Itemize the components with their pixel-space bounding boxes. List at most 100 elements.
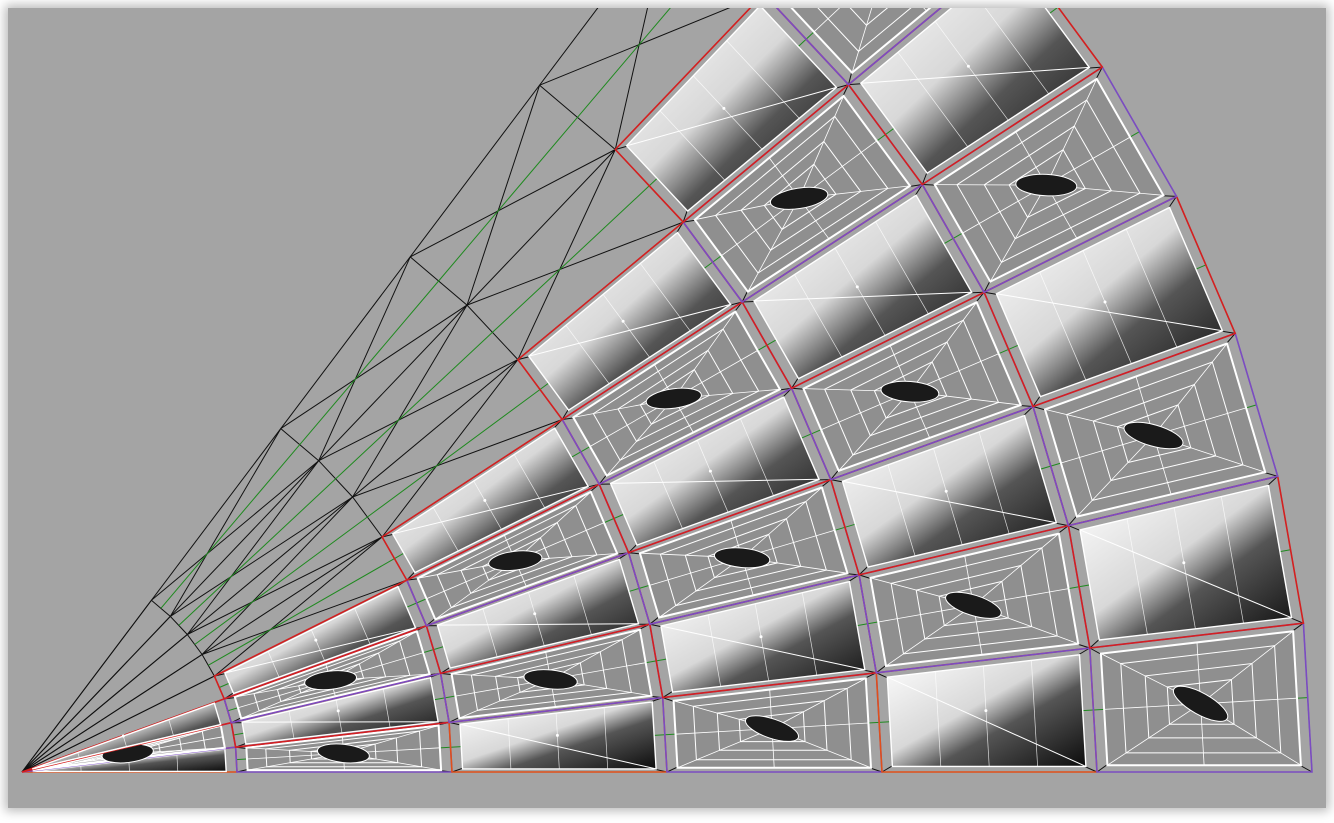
divider-line: [492, 185, 650, 333]
panel-isocurve: [707, 614, 722, 687]
panel-isocurve: [311, 629, 325, 661]
divider-line: [207, 558, 395, 666]
wireframe-panel: [775, 8, 942, 86]
panel-isocurve: [354, 608, 371, 645]
panel-isocurve: [432, 507, 459, 552]
grid-diagonal: [21, 654, 203, 773]
panel-opening: [713, 547, 771, 569]
panel-isocurve: [555, 713, 560, 769]
panel-surface: [790, 8, 932, 75]
panel-isocurve: [122, 735, 127, 747]
grid-diagonal: [214, 536, 383, 677]
shaded-panel: [614, 8, 850, 224]
panel-spoke: [1107, 703, 1201, 766]
panel-spoke: [885, 604, 974, 667]
grid-diagonal: [186, 460, 320, 635]
grid-diagonal: [517, 149, 616, 360]
panel-spoke: [909, 302, 977, 392]
panel-spoke: [677, 728, 773, 769]
grid-diagonal: [318, 256, 411, 461]
panel-opening: [304, 670, 358, 691]
grid-diagonal: [409, 149, 616, 258]
panel-opening: [769, 186, 829, 210]
panel-spoke: [1200, 630, 1294, 705]
panel-isocurve: [1031, 660, 1038, 767]
panel-node: [533, 612, 537, 616]
panel-isocurve: [934, 21, 1009, 121]
panel-isocurve: [1082, 250, 1132, 364]
panel-spoke: [1045, 78, 1098, 186]
panel-isocurve: [933, 448, 963, 545]
panel-spoke: [515, 491, 592, 561]
panel-isocurve: [984, 8, 1050, 95]
divider-line: [367, 389, 541, 518]
panel-surface: [1079, 484, 1293, 641]
panel-spoke: [741, 487, 823, 559]
panel-node: [1182, 561, 1186, 565]
panel-node: [314, 638, 318, 642]
panel-surface: [995, 206, 1224, 398]
grid-diagonal: [318, 359, 519, 462]
panel-isocurve: [696, 440, 729, 513]
panel-isocurve: [513, 454, 546, 509]
panel-spoke: [973, 533, 1060, 606]
panel-surface: [625, 8, 838, 213]
grid-diagonal: [21, 634, 188, 773]
panel-spoke: [771, 678, 866, 729]
panel-spoke: [989, 184, 1047, 282]
panel-opening: [645, 387, 702, 410]
wireframe-panel: [661, 671, 883, 773]
panel-isocurve: [693, 75, 763, 150]
panel-surface: [609, 396, 820, 546]
grid-diagonal: [170, 496, 353, 617]
panel-grid-drawing[interactable]: [8, 8, 1326, 808]
panel-isocurve: [1126, 518, 1148, 635]
shaded-panel: [448, 696, 668, 773]
panel-spoke: [798, 95, 844, 199]
panel-node: [855, 285, 859, 289]
panel-opening: [880, 380, 940, 403]
shaded-panel: [829, 405, 1070, 576]
panel-isocurve: [168, 719, 174, 736]
panel-opening: [945, 591, 1002, 619]
panel-node: [984, 709, 988, 713]
divider-line: [178, 478, 336, 626]
panel-isocurve: [740, 418, 774, 496]
panel-spoke: [747, 198, 800, 292]
grid-diagonal: [21, 599, 152, 773]
panel-node: [336, 709, 340, 713]
panel-outline: [614, 8, 850, 224]
divider-line: [299, 280, 439, 446]
panel-isocurve: [983, 665, 990, 767]
wireframe-panel: [561, 300, 793, 486]
grid-diagonal: [151, 460, 320, 601]
panel-isocurve: [978, 431, 1010, 534]
panel-node: [621, 319, 625, 323]
panel-node: [966, 64, 970, 68]
panel-spoke: [606, 398, 675, 476]
panel-surface: [436, 558, 640, 669]
wireframe-panel: [439, 623, 664, 724]
panel-spoke: [851, 8, 873, 73]
3d-viewport[interactable]: [8, 8, 1326, 808]
grid-diagonal: [466, 85, 541, 306]
divider-line: [335, 331, 493, 480]
panel-opening: [316, 743, 370, 764]
panel-isocurve: [801, 592, 818, 676]
panel-isocurve: [77, 752, 80, 758]
panel-opening: [1172, 685, 1229, 722]
grid-diagonal: [381, 359, 519, 538]
panel-node: [708, 469, 712, 473]
grid-diagonal: [21, 616, 171, 773]
panel-surface: [527, 231, 732, 412]
panel-isocurve: [1125, 228, 1178, 348]
grid-diagonal: [280, 304, 468, 430]
panel-surface: [391, 427, 590, 574]
panel-isocurve: [659, 110, 726, 181]
panel-isocurve: [382, 688, 391, 728]
panel-isocurve: [176, 754, 179, 772]
grid-diagonal: [169, 428, 282, 617]
panel-surface: [753, 194, 973, 380]
panel-node: [944, 489, 948, 493]
